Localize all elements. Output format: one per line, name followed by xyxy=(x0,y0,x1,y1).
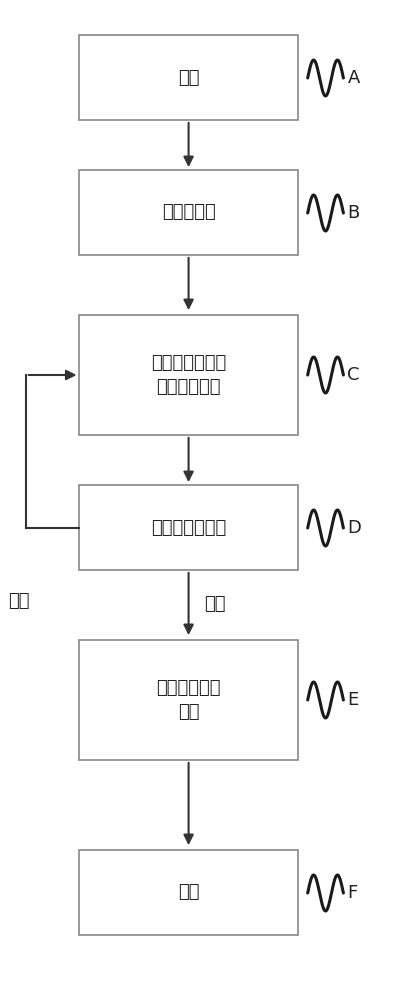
FancyBboxPatch shape xyxy=(79,640,298,760)
FancyBboxPatch shape xyxy=(79,850,298,935)
FancyBboxPatch shape xyxy=(79,315,298,435)
FancyBboxPatch shape xyxy=(79,485,298,570)
FancyBboxPatch shape xyxy=(79,170,298,255)
Text: 展示: 展示 xyxy=(178,884,199,902)
FancyBboxPatch shape xyxy=(79,35,298,120)
Text: A: A xyxy=(347,69,360,87)
Text: 串口: 串口 xyxy=(204,595,226,613)
Text: 读取传感器数据
进行滤波处理: 读取传感器数据 进行滤波处理 xyxy=(151,354,226,396)
Text: 中断: 中断 xyxy=(8,592,29,610)
Text: D: D xyxy=(347,519,361,537)
Text: 初始化程序: 初始化程序 xyxy=(162,204,216,222)
Text: 存储传感器数据: 存储传感器数据 xyxy=(151,518,226,536)
Text: 读取存储中的
数据: 读取存储中的 数据 xyxy=(156,679,221,721)
Text: F: F xyxy=(347,884,358,902)
Text: B: B xyxy=(347,204,360,222)
Text: C: C xyxy=(347,366,360,384)
Text: 开始: 开始 xyxy=(178,68,199,87)
Text: E: E xyxy=(347,691,358,709)
